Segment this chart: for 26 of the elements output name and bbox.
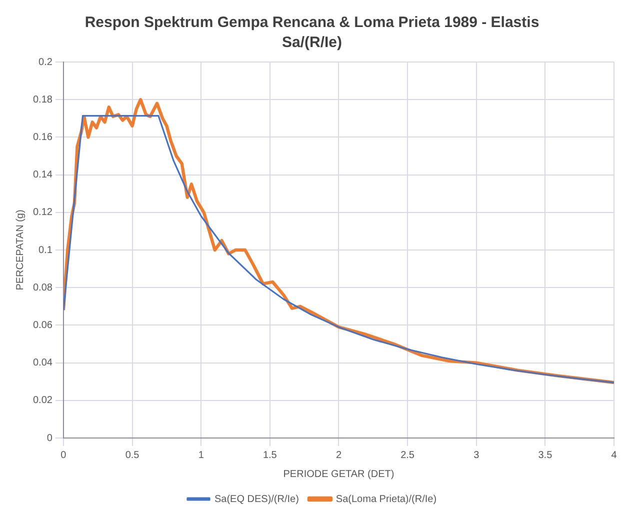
- chart-subtitle: Sa/(R/Ie): [282, 34, 342, 52]
- y-axis-title: PERCEPATAN (g): [14, 210, 26, 290]
- y-tick-label: 0.02: [32, 395, 53, 406]
- y-tick-label: 0.08: [32, 282, 53, 294]
- y-tick-label: 0.18: [32, 94, 53, 106]
- legend-label: Sa(Loma Prieta)/(R/Ie): [336, 494, 437, 505]
- y-tick-label: 0.12: [32, 207, 53, 218]
- x-tick-label: 3: [474, 450, 480, 461]
- y-tick-label: 0.16: [32, 132, 53, 143]
- x-tick-label: 1.5: [262, 450, 278, 461]
- x-tick-label: 1: [198, 450, 204, 461]
- x-tick-label: 2.5: [400, 450, 415, 461]
- y-tick-label: 0.1: [38, 244, 53, 256]
- chart-title: Respon Spektrum Gempa Rencana & Loma Prieta 1989 - Elastis: [84, 14, 540, 32]
- x-tick-label: 0.5: [125, 450, 140, 461]
- x-tick-label: 0: [60, 450, 67, 461]
- y-tick-label: 0.14: [32, 170, 53, 181]
- x-tick-label: 4: [611, 450, 618, 461]
- x-tick-label: 2: [336, 450, 342, 461]
- y-tick-label: 0.2: [38, 56, 53, 68]
- y-tick-label: 0.06: [32, 320, 53, 331]
- x-tick-label: 3.5: [538, 450, 553, 461]
- x-axis-title: PERIODE GETAR (DET): [283, 468, 394, 480]
- y-tick-label: 0: [46, 432, 53, 444]
- y-tick-label: 0.04: [32, 358, 53, 369]
- legend-label: Sa(EQ DES)/(R/Ie): [214, 494, 299, 505]
